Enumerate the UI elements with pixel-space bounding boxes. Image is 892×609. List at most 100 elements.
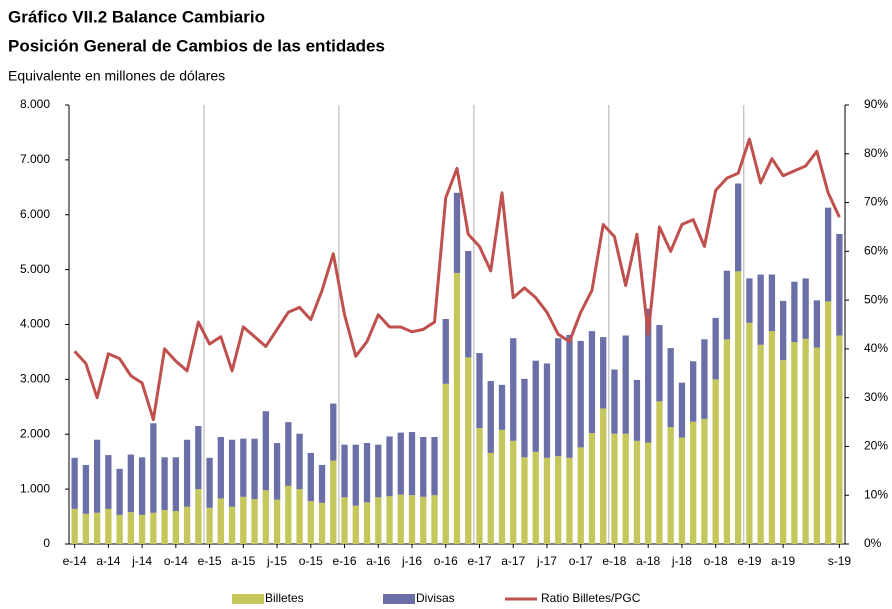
bar-segment bbox=[318, 502, 326, 544]
bar-segment bbox=[431, 436, 438, 496]
x-tick-label: o-14 bbox=[164, 554, 188, 568]
y2-tick-label: 30% bbox=[864, 390, 888, 404]
bar-segment bbox=[532, 360, 539, 452]
bar-segment bbox=[93, 512, 101, 544]
bar-segment bbox=[802, 278, 809, 339]
bar-segment bbox=[116, 468, 123, 515]
x-tick-label: o-17 bbox=[569, 554, 593, 568]
bar-segment bbox=[375, 497, 382, 544]
bar-segment bbox=[105, 508, 112, 544]
bar-segment bbox=[633, 379, 641, 441]
x-tick-label: j-15 bbox=[266, 554, 287, 568]
bar-segment bbox=[318, 464, 326, 503]
bar-segment bbox=[532, 451, 539, 544]
bar-segment bbox=[701, 418, 708, 544]
bar-segment bbox=[723, 339, 731, 544]
y2-tick-label: 0% bbox=[864, 536, 882, 550]
bar-segment bbox=[510, 440, 517, 544]
bar-segment bbox=[453, 192, 461, 273]
y2-tick-label: 10% bbox=[864, 487, 888, 501]
bar-segment bbox=[352, 505, 359, 544]
bar-segment bbox=[836, 233, 843, 336]
bar-segment bbox=[127, 512, 135, 544]
bar-segment bbox=[543, 363, 551, 458]
bar-segment bbox=[105, 455, 112, 509]
bar-segment bbox=[82, 464, 90, 514]
bar-segment bbox=[735, 183, 742, 272]
x-tick-label: o-18 bbox=[704, 554, 728, 568]
x-tick-label: e-15 bbox=[198, 554, 222, 568]
x-tick-label: o-16 bbox=[434, 554, 458, 568]
bar-segment bbox=[408, 495, 416, 544]
bar-segment bbox=[577, 447, 584, 544]
x-tick-label: e-17 bbox=[467, 554, 491, 568]
x-tick-label: a-15 bbox=[231, 554, 255, 568]
bar-segment bbox=[251, 499, 258, 544]
bar-segment bbox=[330, 403, 337, 461]
bar-segment bbox=[296, 489, 303, 544]
bar-segment bbox=[555, 338, 562, 457]
bar-segment bbox=[420, 496, 427, 544]
bar-segment bbox=[813, 300, 821, 348]
bar-segment bbox=[150, 512, 157, 544]
bar-segment bbox=[273, 499, 281, 544]
bar-segment bbox=[757, 274, 764, 345]
bar-segment bbox=[746, 322, 753, 544]
bar-segment bbox=[442, 383, 449, 544]
bar-segment bbox=[588, 433, 596, 544]
bar-segment bbox=[363, 443, 371, 503]
bar-segment bbox=[476, 353, 483, 429]
bar-segment bbox=[723, 270, 731, 340]
y-tick-label: 0 bbox=[43, 536, 50, 550]
x-tick-label: j-17 bbox=[536, 554, 557, 568]
x-tick-label: j-14 bbox=[131, 554, 152, 568]
bar-segment bbox=[397, 432, 404, 495]
bar-segment bbox=[273, 443, 281, 500]
bar-segment bbox=[71, 457, 78, 509]
bar-segment bbox=[768, 274, 776, 332]
bar-segment bbox=[712, 379, 719, 544]
bar-segment bbox=[521, 457, 528, 544]
bar-segment bbox=[633, 440, 641, 544]
bar-segment bbox=[442, 319, 449, 384]
y2-tick-label: 80% bbox=[864, 146, 888, 160]
legend-label: Billetes bbox=[265, 591, 304, 605]
bar-segment bbox=[116, 514, 123, 544]
bar-segment bbox=[487, 381, 494, 453]
bar-segment bbox=[746, 278, 753, 323]
bar-segment bbox=[791, 342, 798, 544]
bar-segment bbox=[465, 250, 472, 358]
bar-segment bbox=[172, 511, 179, 544]
bar-segment bbox=[420, 436, 427, 497]
x-tick-label: j-16 bbox=[401, 554, 422, 568]
bar-segment bbox=[476, 428, 483, 544]
bar-segment bbox=[622, 335, 629, 434]
bar-segment bbox=[150, 423, 157, 513]
bar-segment bbox=[341, 497, 348, 544]
bar-segment bbox=[195, 489, 202, 544]
bar-segment bbox=[555, 456, 562, 544]
y-tick-label: 2.000 bbox=[20, 426, 50, 440]
bar-segment bbox=[375, 444, 382, 498]
bar-segment bbox=[510, 338, 517, 441]
bar-segment bbox=[779, 360, 787, 544]
bar-segment bbox=[824, 207, 832, 302]
bar-segment bbox=[465, 357, 472, 544]
bar-segment bbox=[566, 457, 573, 544]
chart-title: Gráfico VII.2 Balance Cambiario bbox=[8, 7, 265, 26]
bar-segment bbox=[195, 426, 202, 490]
bar-segment bbox=[307, 501, 314, 544]
bar-segment bbox=[93, 439, 101, 513]
bar-segment bbox=[228, 506, 236, 544]
x-tick-label: o-15 bbox=[299, 554, 323, 568]
bar-segment bbox=[577, 340, 584, 448]
bar-segment bbox=[656, 325, 663, 402]
y2-tick-label: 70% bbox=[864, 195, 888, 209]
bar-segment bbox=[735, 271, 742, 544]
bar-segment bbox=[622, 433, 629, 544]
x-tick-label: s-19 bbox=[828, 554, 852, 568]
y2-tick-label: 40% bbox=[864, 341, 888, 355]
x-tick-label: e-18 bbox=[602, 554, 626, 568]
bar-segment bbox=[521, 378, 528, 458]
